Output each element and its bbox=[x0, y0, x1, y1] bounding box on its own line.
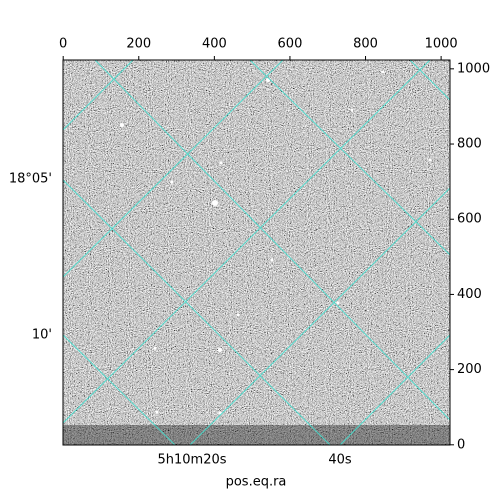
y-tick-label: 800 bbox=[457, 137, 482, 152]
star bbox=[428, 158, 432, 162]
noise-field bbox=[63, 60, 450, 445]
ra-tick-label: 40s bbox=[328, 453, 352, 468]
x-axis-label: pos.eq.ra bbox=[226, 475, 287, 490]
star bbox=[236, 313, 240, 317]
x-tick-label: 800 bbox=[353, 37, 378, 52]
star bbox=[270, 258, 274, 262]
stars bbox=[120, 70, 432, 415]
dec-tick-label: 10' bbox=[32, 328, 52, 343]
grid-line bbox=[63, 60, 134, 131]
grid-line bbox=[63, 60, 284, 278]
y-tick-label: 0 bbox=[457, 437, 465, 452]
star bbox=[218, 411, 222, 415]
star bbox=[218, 348, 222, 352]
grid-line bbox=[189, 187, 450, 445]
grid-line bbox=[94, 60, 450, 421]
y-tick-label: 1000 bbox=[457, 61, 490, 76]
dec-tick-label: 18°05' bbox=[9, 172, 52, 187]
star bbox=[381, 70, 385, 74]
grid-line bbox=[63, 60, 431, 424]
star bbox=[120, 123, 124, 127]
x-tick-label: 0 bbox=[59, 37, 67, 52]
grid-line bbox=[63, 334, 176, 445]
frame bbox=[62, 59, 451, 446]
grid-line bbox=[409, 60, 450, 101]
star bbox=[212, 200, 218, 206]
coordinate-grid bbox=[63, 60, 450, 445]
y-tick-label: 200 bbox=[457, 362, 482, 377]
star bbox=[153, 346, 157, 350]
y-tick-label: 400 bbox=[457, 287, 482, 302]
dark-edge bbox=[63, 425, 450, 445]
grid-line bbox=[249, 60, 450, 256]
grid-line bbox=[339, 334, 450, 445]
star bbox=[219, 161, 223, 165]
star bbox=[350, 108, 354, 112]
star bbox=[336, 301, 340, 305]
ra-tick-label: 5h10m20s bbox=[157, 453, 226, 468]
x-tick-label: 400 bbox=[202, 37, 227, 52]
sky-image bbox=[63, 60, 450, 445]
star bbox=[155, 410, 159, 414]
y-tick-label: 600 bbox=[457, 212, 482, 227]
x-tick-label: 200 bbox=[126, 37, 151, 52]
x-tick-label: 1000 bbox=[425, 37, 458, 52]
x-tick-label: 600 bbox=[278, 37, 303, 52]
star bbox=[170, 180, 174, 184]
grid-line bbox=[63, 179, 331, 445]
